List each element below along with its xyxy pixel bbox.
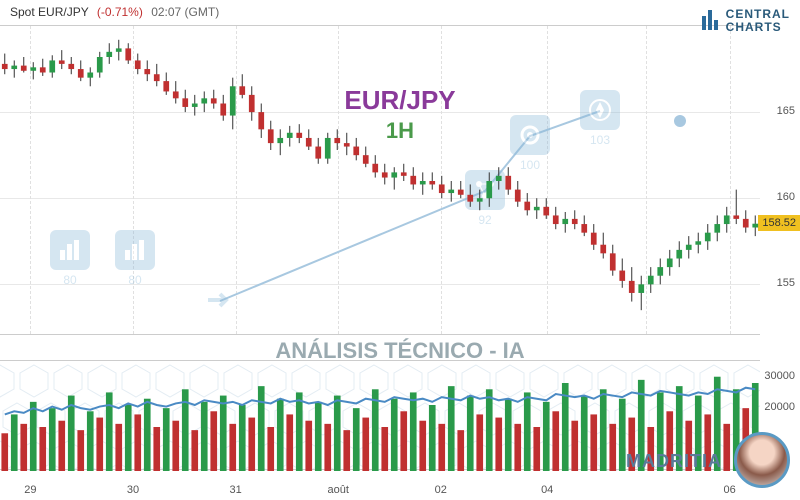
price-chart[interactable] (0, 25, 760, 335)
logo-icon (702, 10, 720, 32)
chart-title: EUR/JPY 1H (344, 85, 455, 144)
x-axis-label: 31 (229, 484, 241, 496)
section-title: ANÁLISIS TÉCNICO - IA (275, 338, 524, 364)
price-y-axis: 155160165158.52 (760, 25, 800, 335)
x-axis-label: 02 (435, 484, 447, 496)
x-axis-label: 29 (24, 484, 36, 496)
x-axis-label: 04 (541, 484, 553, 496)
symbol-label: Spot EUR/JPY (10, 5, 88, 19)
pair-label: EUR/JPY (344, 85, 455, 116)
time-label: 02:07 (GMT) (151, 5, 219, 19)
current-price-badge: 158.52 (758, 215, 800, 231)
quote-header: Spot EUR/JPY (-0.71%) 02:07 (GMT) (10, 5, 219, 19)
brand-label: MADRITIA (626, 451, 722, 472)
timeframe-label: 1H (344, 118, 455, 144)
x-axis-label: 30 (127, 484, 139, 496)
logo-text: CENTRAL CHARTS (726, 8, 790, 34)
change-label: (-0.71%) (97, 5, 143, 19)
avatar[interactable] (734, 432, 790, 488)
x-axis: 29 30 31 août 02 04 06 (0, 476, 760, 500)
logo: CENTRAL CHARTS (702, 8, 790, 34)
x-axis-label: août (327, 484, 348, 496)
x-axis-label: 06 (723, 484, 735, 496)
candlesticks (0, 26, 760, 336)
